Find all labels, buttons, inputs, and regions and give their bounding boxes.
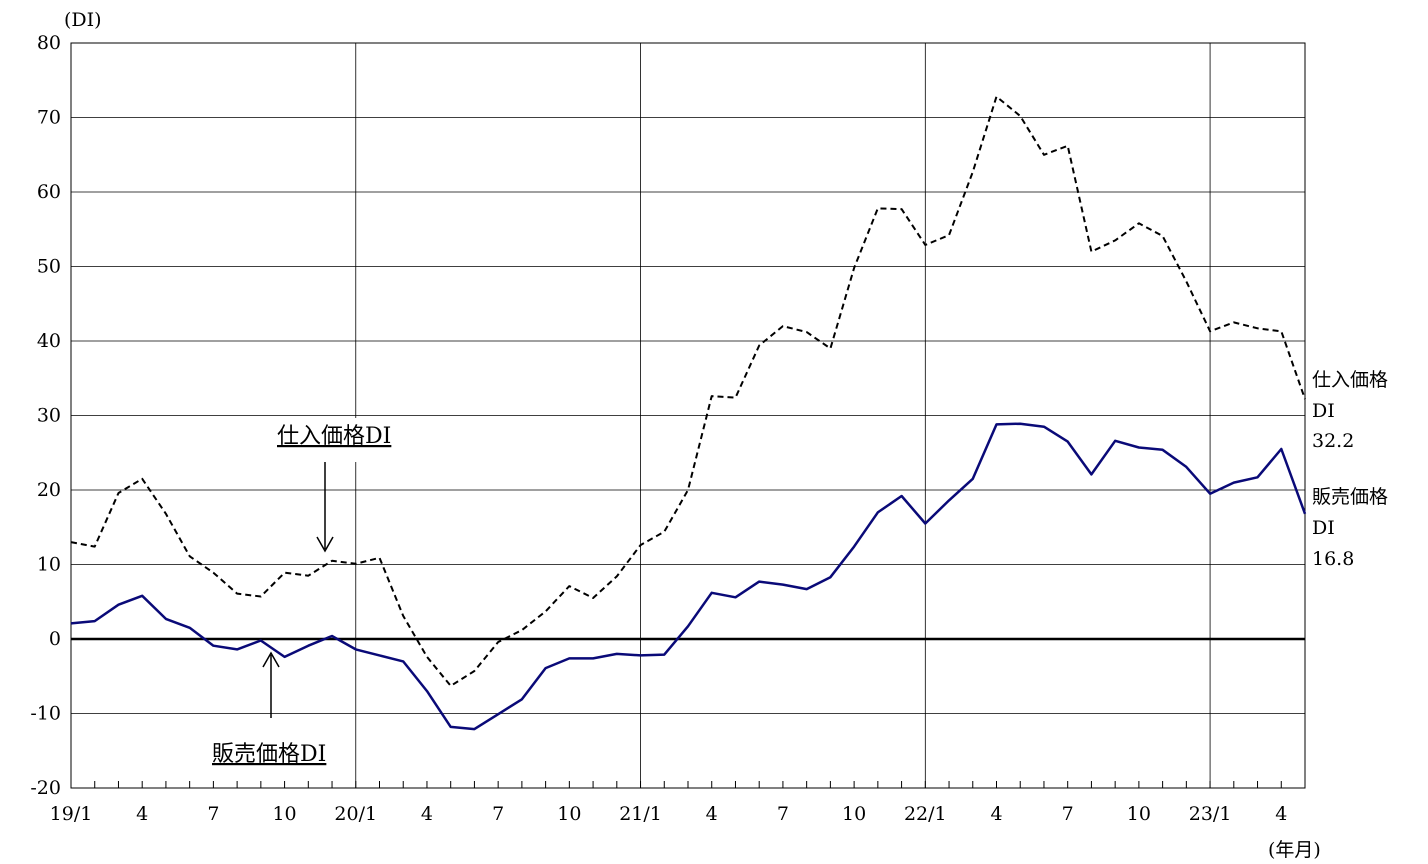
purchase-end-name-2: DI bbox=[1312, 400, 1335, 422]
y-tick-label: 30 bbox=[37, 405, 61, 427]
y-tick-label: 20 bbox=[37, 479, 61, 501]
y-tick-label: 0 bbox=[49, 628, 61, 650]
sales-price-di-line bbox=[70, 422, 1307, 731]
purchase-end-name-1: 仕入価格 bbox=[1312, 369, 1388, 391]
purchase-annotation-label: 仕入価格DI bbox=[277, 424, 391, 449]
x-tick-label: 21/1 bbox=[619, 803, 662, 825]
y-axis-unit: (DI) bbox=[64, 9, 102, 31]
y-tick-label: 70 bbox=[37, 107, 61, 129]
sales-end-name-2: DI bbox=[1312, 517, 1335, 539]
y-tick-label: -20 bbox=[30, 777, 61, 799]
y-tick-label: 10 bbox=[37, 554, 61, 576]
grid-lines bbox=[70, 42, 1306, 789]
x-tick-label: 10 bbox=[1127, 803, 1151, 825]
x-tick-label: 7 bbox=[492, 803, 504, 825]
x-tick-label: 7 bbox=[1062, 803, 1074, 825]
purchase-annotation-arrow bbox=[316, 462, 334, 553]
x-tick-label: 7 bbox=[777, 803, 789, 825]
x-axis-unit: (年月) bbox=[1268, 839, 1321, 861]
purchase-end-value: 32.2 bbox=[1312, 430, 1354, 452]
series-lines bbox=[70, 95, 1307, 731]
x-tick-label: 22/1 bbox=[904, 803, 947, 825]
y-tick-label: 60 bbox=[37, 181, 61, 203]
y-axis-ticks: -20 -10 0 10 20 30 40 50 60 70 80 bbox=[30, 32, 61, 799]
x-tick-label: 10 bbox=[842, 803, 866, 825]
x-tick-label: 4 bbox=[421, 803, 433, 825]
sales-annotation-arrow bbox=[262, 651, 280, 718]
y-tick-label: 80 bbox=[37, 32, 61, 54]
sales-end-name-1: 販売価格 bbox=[1312, 486, 1388, 508]
x-tick-label: 4 bbox=[1275, 803, 1287, 825]
y-tick-label: 50 bbox=[37, 256, 61, 278]
sales-annotation-bg bbox=[205, 734, 355, 772]
purchase-annotation-bg bbox=[250, 418, 440, 462]
x-tick-label: 20/1 bbox=[334, 803, 377, 825]
x-tick-label: 7 bbox=[207, 803, 219, 825]
x-tick-label: 4 bbox=[706, 803, 718, 825]
purchase-price-di-line bbox=[70, 95, 1306, 687]
sales-end-value: 16.8 bbox=[1312, 548, 1354, 570]
y-tick-label: -10 bbox=[30, 703, 61, 725]
x-tick-label: 23/1 bbox=[1189, 803, 1232, 825]
y-tick-label: 40 bbox=[37, 330, 61, 352]
x-tick-label: 10 bbox=[272, 803, 296, 825]
x-tick-label: 4 bbox=[990, 803, 1002, 825]
x-axis-ticks: 19/1 4 7 10 20/1 4 7 10 21/1 4 7 10 22/1 4 7 10 23/1 4 bbox=[50, 781, 1306, 825]
x-tick-label: 19/1 bbox=[50, 803, 93, 825]
x-tick-label: 10 bbox=[557, 803, 581, 825]
x-tick-label: 4 bbox=[136, 803, 148, 825]
sales-annotation-label: 販売価格DI bbox=[212, 742, 326, 767]
